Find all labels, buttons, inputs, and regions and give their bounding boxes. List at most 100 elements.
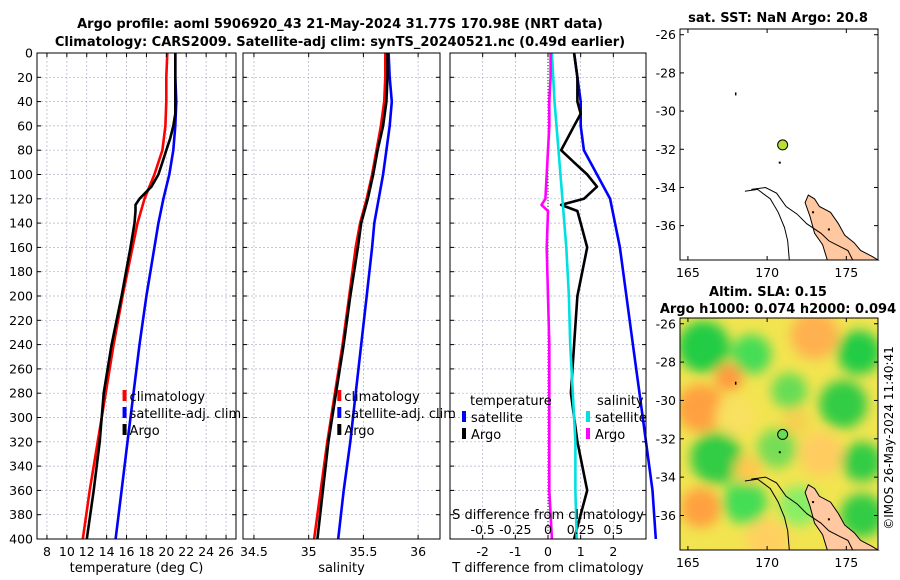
x-axis-label: salinity (318, 561, 365, 576)
y-tick-label: 0 (25, 46, 33, 61)
map-frame (679, 317, 879, 551)
sla-map-subtitle: Argo h1000: 0.074 h2000: 0.094 (660, 302, 896, 317)
y-tick-label: 200 (9, 289, 33, 304)
y-tick-label: -26 (656, 27, 676, 42)
sla-anomaly-patch (680, 320, 730, 373)
legend-swatch-satelliteadj (122, 407, 127, 418)
shelf-contour (744, 478, 790, 551)
top-x-axis-label: S difference from climatology (452, 508, 644, 523)
island-dot (827, 518, 830, 521)
x-tick-label: -1 (509, 544, 521, 559)
y-tick-label: 280 (9, 386, 33, 401)
legend-label: Argo (344, 424, 374, 439)
sst-map-title: sat. SST: NaN Argo: 20.8 (688, 11, 868, 26)
x-tick-label: 175 (834, 265, 858, 280)
x-tick-label: 12 (79, 544, 95, 559)
island-dot (812, 501, 815, 504)
legend-label: satellite (471, 411, 523, 426)
sla-anomaly-patch (722, 480, 767, 525)
x-tick-label: 18 (138, 544, 154, 559)
land-north-island (804, 194, 880, 261)
y-tick-label: 360 (9, 483, 33, 498)
legend-swatch-argo (122, 424, 127, 435)
y-tick-label: 400 (9, 532, 33, 547)
series-line-s-satellite (550, 52, 578, 540)
x-tick-label: 14 (99, 544, 115, 559)
legend-header-temperature: temperature (470, 394, 552, 409)
x-tick-label: 0 (544, 544, 552, 559)
x-axis-label: temperature (deg C) (70, 561, 204, 576)
y-tick-label: 60 (17, 118, 33, 133)
x-tick-label: 22 (178, 544, 194, 559)
y-tick-label: 140 (9, 216, 33, 231)
island-dot (734, 381, 737, 385)
series-line-s-argo (540, 53, 554, 540)
x-tick-label: 165 (676, 555, 700, 570)
legend-label: Argo (595, 428, 625, 443)
y-tick-label: -34 (656, 180, 676, 195)
x-axis-label: T difference from climatology (451, 561, 644, 576)
legend-label: Argo (130, 424, 160, 439)
x-tick-label: 20 (158, 544, 174, 559)
sla-anomaly-patch (842, 441, 878, 482)
sla-anomaly-patch (731, 334, 772, 375)
sst-map: 165 170 175 -26 -28 -30 -32 -34 -36 (656, 27, 880, 280)
x-tick-label: 175 (834, 555, 858, 570)
title-line-1: Argo profile: aoml 5906920_43 21-May-202… (77, 17, 603, 32)
sla-map: 165 170 175 -26 -28 -30 -32 -34 -36 (656, 316, 880, 570)
y-tick-label: 300 (9, 410, 33, 425)
sla-anomaly-patch (840, 493, 878, 538)
difference-panel: -2 -1 0 1 2 T difference from climatology temp… (449, 52, 658, 576)
sla-anomaly-patch (798, 432, 843, 477)
y-tick-label: -28 (656, 65, 676, 80)
title-line-2: Climatology: CARS2009. Satellite-adj cli… (55, 35, 625, 50)
y-tick-label: 320 (9, 434, 33, 449)
y-tick-label: 240 (9, 337, 33, 352)
legend-swatch-argo (337, 424, 342, 435)
salinity-panel: 34.5 35 35.5 36 salinity climatology satellite… (240, 52, 456, 576)
x-tick-label: 165 (676, 265, 700, 280)
x-tick-label: 2 (609, 544, 617, 559)
legend-label: satellite-adj. clim (344, 407, 456, 422)
legend-label: climatology (130, 390, 206, 405)
x-tick-label: 35 (301, 544, 317, 559)
s-tick-label: 0 (544, 522, 552, 537)
x-tick-label: 8 (43, 544, 51, 559)
x-tick-label: 1 (577, 544, 585, 559)
legend-swatch-t-argo (462, 428, 466, 439)
sla-anomaly-patch (680, 384, 725, 433)
x-tick-label: 10 (59, 544, 75, 559)
sla-blobs (680, 318, 878, 550)
y-tick-label: 340 (9, 459, 33, 474)
y-tick-label: 180 (9, 264, 33, 279)
y-tick-label: 380 (9, 507, 33, 522)
sla-field (680, 318, 878, 550)
copyright-timestamp: ©IMOS 26-May-2024 11:40:41 (882, 346, 896, 530)
x-tick-label: 24 (198, 544, 214, 559)
legend-label: climatology (344, 390, 420, 405)
sla-anomaly-patch (781, 407, 810, 436)
y-tick-label: 40 (17, 94, 33, 109)
y-tick-label: 80 (17, 143, 33, 158)
x-tick-label: 36 (410, 544, 426, 559)
y-tick-label: -26 (656, 316, 676, 331)
y-tick-label: -32 (656, 142, 676, 157)
y-tick-label: 120 (9, 191, 33, 206)
sla-anomaly-patch (836, 330, 878, 375)
island-dot (778, 451, 781, 454)
y-tick-label: -36 (656, 508, 676, 523)
y-tick-label: 160 (9, 240, 33, 255)
legend-label: satellite-adj. clim (130, 407, 242, 422)
y-tick-label: -34 (656, 470, 676, 485)
s-tick-label: -0.25 (499, 522, 531, 537)
sla-anomaly-patch (715, 395, 756, 436)
y-tick-label: 20 (17, 70, 33, 85)
sla-anomaly-patch (756, 428, 797, 469)
sla-map-title: Altim. SLA: 0.15 (709, 285, 827, 300)
sla-anomaly-patch (715, 363, 744, 392)
legend-label: satellite (595, 411, 647, 426)
sla-anomaly-patch (690, 431, 743, 484)
y-tick-label: -36 (656, 218, 676, 233)
sla-anomaly-patch (771, 372, 808, 409)
shelf-contour (744, 188, 790, 261)
